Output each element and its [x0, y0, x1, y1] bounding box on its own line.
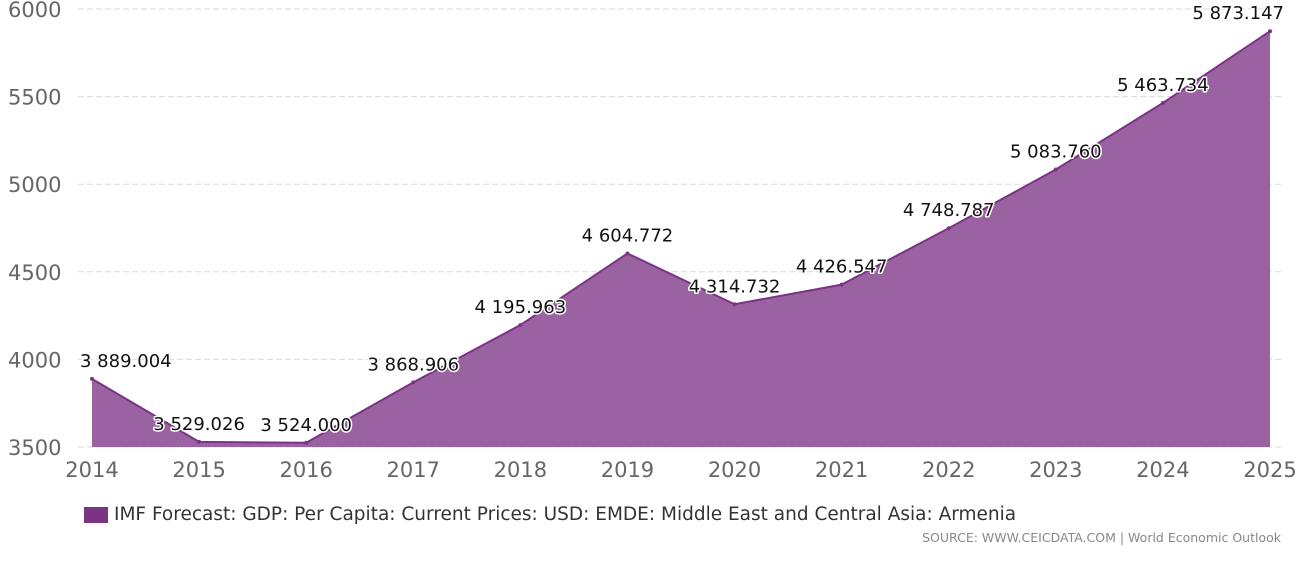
data-point-2022 — [946, 226, 951, 231]
x-tick-label-2023: 2023 — [1029, 458, 1082, 482]
y-tick-label-3500: 3500 — [8, 436, 61, 460]
data-label-2018: 4 195.963 — [475, 297, 567, 318]
data-point-2017 — [411, 380, 416, 385]
data-label-2019: 4 604.772 — [582, 225, 674, 246]
data-label-2024: 5 463.734 — [1117, 75, 1209, 96]
x-tick-label-2014: 2014 — [65, 458, 118, 482]
data-label-2020: 4 314.732 — [689, 276, 781, 297]
legend-swatch — [84, 506, 108, 523]
data-point-2023 — [1053, 167, 1058, 172]
x-tick-label-2022: 2022 — [922, 458, 975, 482]
data-point-2019 — [625, 251, 630, 256]
data-point-2021 — [839, 282, 844, 287]
x-tick-label-2020: 2020 — [708, 458, 761, 482]
y-tick-label-5500: 5500 — [8, 86, 61, 110]
data-point-2020 — [732, 302, 737, 307]
legend-label: IMF Forecast: GDP: Per Capita: Current P… — [114, 504, 1017, 525]
y-tick-label-4500: 4500 — [8, 261, 61, 285]
legend[interactable]: IMF Forecast: GDP: Per Capita: Current P… — [84, 504, 1016, 525]
x-tick-label-2024: 2024 — [1136, 458, 1189, 482]
y-tick-label-4000: 4000 — [8, 348, 61, 372]
y-tick-label-6000: 6000 — [8, 0, 61, 22]
data-point-2018 — [518, 323, 523, 328]
data-point-2014 — [90, 376, 94, 381]
x-tick-label-2016: 2016 — [279, 458, 332, 482]
data-label-2014: 3 889.004 — [80, 351, 172, 372]
y-tick-label-5000: 5000 — [8, 173, 61, 197]
data-label-2021: 4 426.547 — [796, 257, 888, 278]
data-label-2017: 3 868.906 — [367, 354, 459, 375]
x-tick-label-2025: 2025 — [1243, 458, 1296, 482]
x-tick-label-2021: 2021 — [815, 458, 868, 482]
data-label-2025: 5 873.147 — [1192, 3, 1284, 24]
source-note: SOURCE: WWW.CEICDATA.COM | World Economi… — [922, 530, 1281, 545]
series-area — [92, 31, 1270, 448]
data-label-2022: 4 748.787 — [903, 200, 995, 221]
data-point-2025 — [1268, 29, 1272, 34]
data-label-2023: 5 083.760 — [1010, 142, 1102, 163]
x-tick-label-2017: 2017 — [387, 458, 440, 482]
data-label-2015: 3 529.026 — [153, 414, 245, 435]
data-label-2016: 3 524.000 — [260, 415, 352, 436]
series-line — [91, 30, 1271, 444]
data-point-2016 — [304, 440, 309, 445]
x-tick-label-2018: 2018 — [494, 458, 547, 482]
x-tick-label-2015: 2015 — [172, 458, 225, 482]
x-tick-label-2019: 2019 — [601, 458, 654, 482]
data-point-2015 — [197, 439, 202, 444]
data-point-2024 — [1160, 100, 1165, 105]
